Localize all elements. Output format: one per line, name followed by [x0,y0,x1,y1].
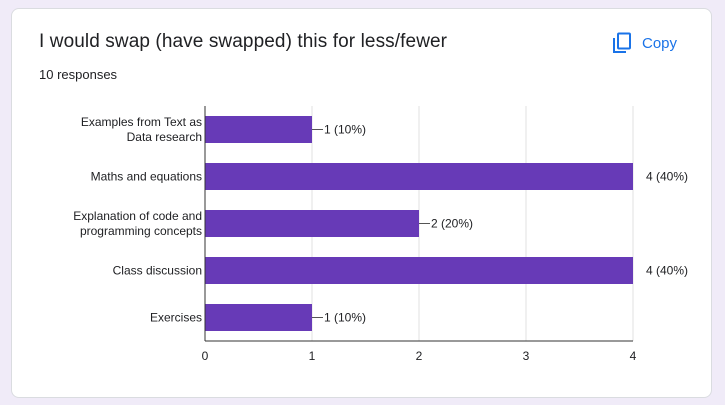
x-tick-label: 0 [202,349,209,363]
bar [205,210,419,237]
data-label: 2 (20%) [431,217,473,231]
data-label: 1 (10%) [324,123,366,137]
x-tick-label: 1 [309,349,316,363]
x-tick-label: 2 [416,349,423,363]
category-label: Explanation of code and programming conce… [73,209,202,238]
data-label: 4 (40%) [646,170,688,184]
category-label: Class discussion [113,264,202,278]
question-title: I would swap (have swapped) this for les… [39,31,448,52]
copy-button-label: Copy [642,34,678,52]
x-tick-label: 4 [630,349,637,363]
copy-icon [612,32,632,54]
copy-button[interactable]: Copy [604,27,685,59]
bar [205,257,633,284]
results-card: I would swap (have swapped) this for les… [11,8,712,398]
data-label: 4 (40%) [646,264,688,278]
bar [205,116,312,143]
category-label: Maths and equations [91,170,202,184]
data-label: 1 (10%) [324,311,366,325]
bar [205,163,633,190]
category-label: Examples from Text as Data research [81,115,202,144]
response-count: 10 responses [39,67,118,82]
bar-chart: 0 1 2 3 4 Examples from Text as Data research 1… [73,106,688,363]
bar [205,304,312,331]
x-tick-label: 3 [523,349,530,363]
category-label: Exercises [150,311,202,325]
